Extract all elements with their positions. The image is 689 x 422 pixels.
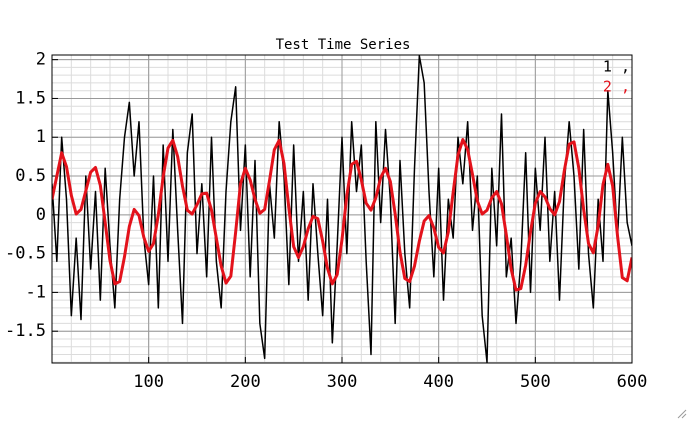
y-tick-label: -1.5 bbox=[5, 321, 46, 341]
y-tick-label: 0.5 bbox=[15, 166, 46, 186]
x-tick-label: 600 bbox=[617, 372, 648, 392]
y-tick-label: 2 bbox=[36, 50, 46, 70]
legend-entry: 1 , bbox=[603, 58, 630, 76]
y-tick-label: 1.5 bbox=[15, 88, 46, 108]
y-tick-label: -0.5 bbox=[5, 244, 46, 264]
chart-title: Test Time Series bbox=[276, 37, 411, 53]
x-tick-label: 400 bbox=[423, 372, 454, 392]
x-tick-label: 200 bbox=[230, 372, 261, 392]
series-line bbox=[52, 138, 632, 292]
y-tick-label: 1 bbox=[36, 127, 46, 147]
x-tick-label: 300 bbox=[327, 372, 358, 392]
y-tick-label: -1 bbox=[26, 282, 46, 302]
legend-entry: 2 , bbox=[603, 78, 630, 96]
y-tick-label: 0 bbox=[36, 205, 46, 225]
x-tick-label: 100 bbox=[133, 372, 164, 392]
x-tick-label: 500 bbox=[520, 372, 551, 392]
resize-grip bbox=[677, 409, 687, 419]
plot-frame bbox=[51, 54, 633, 364]
series-line bbox=[52, 55, 632, 363]
